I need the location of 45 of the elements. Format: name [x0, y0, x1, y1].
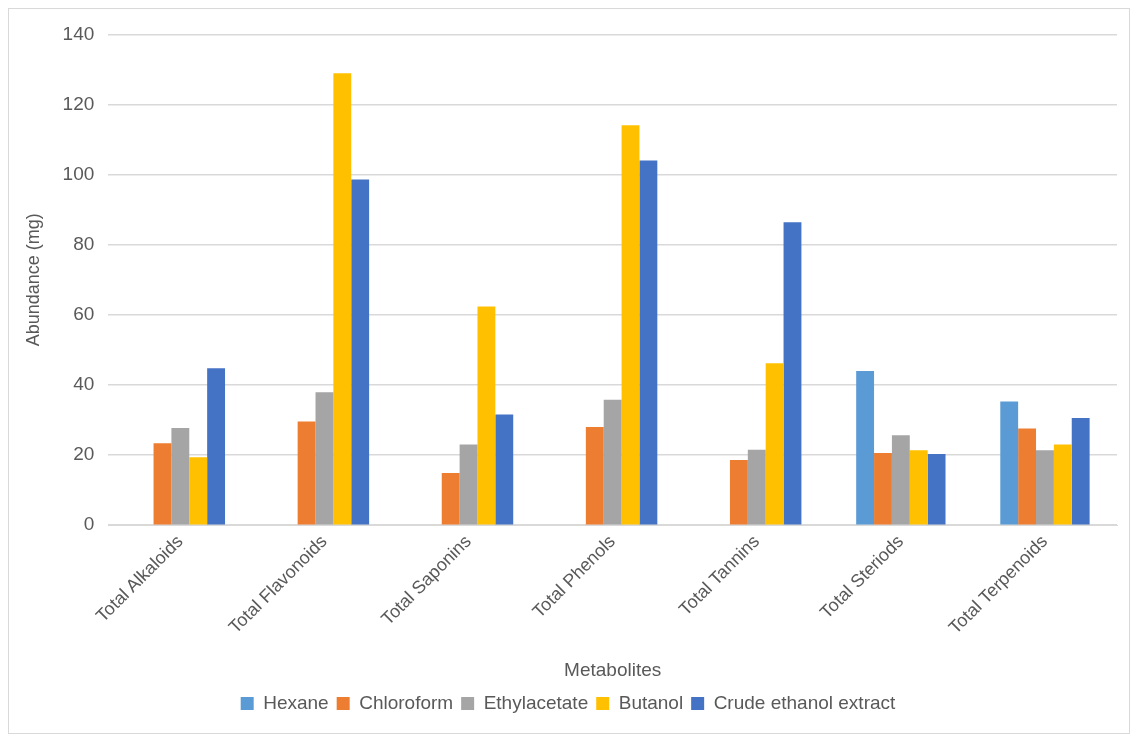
legend-label: Butanol	[618, 691, 684, 713]
bar	[747, 449, 766, 525]
y-tick-label: 80	[73, 232, 95, 254]
bar	[495, 414, 514, 525]
y-tick-label: 40	[73, 373, 95, 395]
y-tick-label: 60	[73, 303, 95, 325]
bar	[351, 179, 370, 525]
bar	[639, 160, 658, 525]
bar	[459, 444, 478, 525]
y-tick-label: 20	[73, 443, 95, 465]
y-tick-label: 140	[62, 22, 95, 44]
bar	[477, 306, 496, 525]
bar	[441, 473, 460, 525]
bar	[1053, 444, 1072, 525]
bar	[621, 125, 640, 525]
bar	[1071, 417, 1090, 525]
x-axis-title: Metabolites	[564, 658, 662, 680]
bar	[909, 450, 928, 525]
bar	[207, 368, 226, 525]
bar	[927, 454, 946, 525]
bar	[783, 222, 802, 525]
bar	[603, 399, 622, 525]
legend-label: Crude ethanol extract	[713, 691, 897, 713]
bar	[765, 363, 784, 525]
y-axis-title: Abundance (mg)	[22, 213, 43, 347]
bar	[891, 435, 910, 525]
bar	[856, 370, 875, 525]
bar	[153, 443, 172, 525]
bar	[171, 428, 190, 525]
bar	[585, 427, 604, 525]
legend-label: Ethylacetate	[483, 691, 589, 713]
y-tick-label: 100	[62, 162, 95, 184]
bar	[333, 73, 352, 525]
legend-label: Chloroform	[359, 691, 454, 713]
legend-label: Hexane	[263, 691, 329, 713]
bar	[189, 457, 208, 525]
bar	[1000, 401, 1019, 525]
y-tick-label: 120	[62, 92, 95, 114]
bar	[1018, 428, 1037, 525]
bar	[729, 460, 748, 525]
bar	[297, 421, 316, 525]
bar	[1036, 450, 1054, 525]
y-tick-label: 0	[83, 513, 95, 535]
bar	[874, 453, 892, 525]
bar	[315, 392, 334, 525]
